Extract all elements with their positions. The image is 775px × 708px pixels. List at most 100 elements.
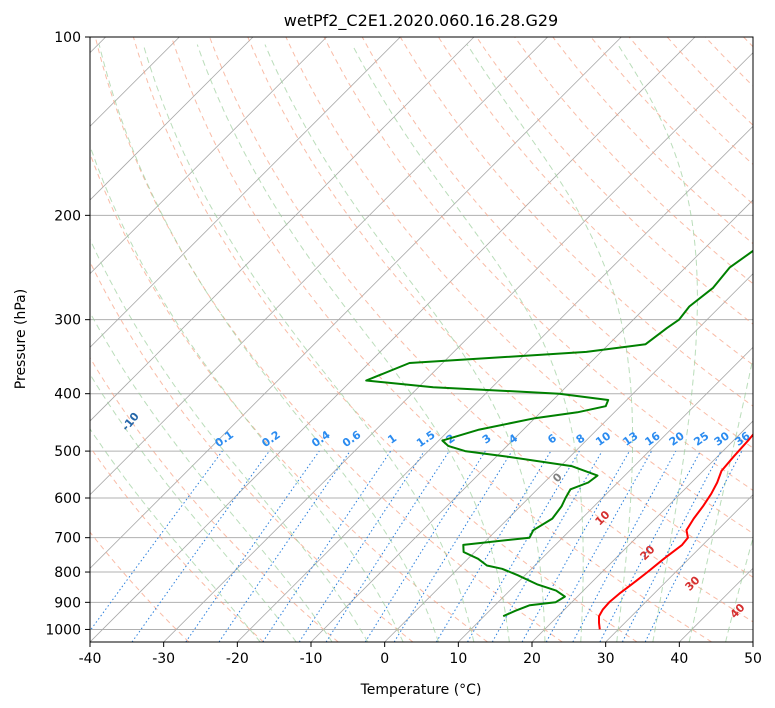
moist-adiabat-line xyxy=(90,238,369,642)
dry-adiabat-line xyxy=(437,37,753,366)
y-tick-label: 400 xyxy=(54,387,81,403)
mixing-ratio-label: 30 xyxy=(712,429,732,449)
moist-adiabat-line xyxy=(351,44,584,642)
x-tick-label: -20 xyxy=(226,651,249,667)
y-tick-label: 900 xyxy=(54,595,81,611)
isotherm-line xyxy=(531,420,753,642)
mixing-ratio-line xyxy=(435,450,552,642)
y-tick-label: 800 xyxy=(54,565,81,581)
x-tick-label: 0 xyxy=(380,651,389,667)
dry-adiabat-line xyxy=(476,37,753,325)
moist-adiabat-line xyxy=(264,44,546,642)
isotherm-line xyxy=(90,37,622,569)
moist-adiabat-line xyxy=(196,44,510,642)
moist-adiabat-line xyxy=(90,311,333,642)
x-axis-title: Temperature (°C) xyxy=(360,682,482,698)
dry-adiabat-line xyxy=(90,531,190,642)
mixing-ratio-label: 0.4 xyxy=(309,428,333,450)
moist-adiabat-line xyxy=(617,44,698,642)
temperature-profile-line xyxy=(598,433,753,630)
dewpoint-profile-line xyxy=(365,249,753,618)
moist-adiabat-line xyxy=(90,373,297,642)
isotherm-line xyxy=(384,273,753,642)
x-tick-label: 50 xyxy=(744,651,762,667)
dry-adiabat-line xyxy=(132,37,638,642)
mixing-ratio-label: 0.6 xyxy=(340,428,364,450)
moist-adiabat-line xyxy=(98,44,440,642)
x-tick-label: 30 xyxy=(597,651,615,667)
y-axis-title: Pressure (hPa) xyxy=(13,289,29,389)
moist-adiabat-line xyxy=(466,44,634,642)
dry-adiabat-line xyxy=(90,260,414,642)
mixing-ratio-label: 3 xyxy=(480,432,494,447)
dry-adiabat-line xyxy=(743,37,753,48)
isotherm-line xyxy=(458,346,753,642)
y-tick-label: 300 xyxy=(54,313,81,329)
isotherm-line xyxy=(163,52,753,642)
dry-adiabat-line xyxy=(323,37,753,491)
isotherm-line xyxy=(90,37,475,422)
isotherm-line xyxy=(90,37,327,275)
x-tick-label: 40 xyxy=(670,651,688,667)
mixing-ratio-label: 10 xyxy=(593,429,613,449)
mixing-ratio-label: 0.2 xyxy=(259,428,282,450)
x-tick-label: 10 xyxy=(449,651,467,667)
x-tick-label: -30 xyxy=(152,651,175,667)
moist-adiabat-label: 20 xyxy=(638,543,658,563)
mixing-ratio-label: 13 xyxy=(621,429,641,448)
mixing-ratio-label: 16 xyxy=(643,429,663,449)
mixing-ratio-label: 8 xyxy=(574,432,588,447)
isotherm-line xyxy=(310,199,753,642)
mixing-ratio-line xyxy=(262,450,392,642)
y-tick-label: 1000 xyxy=(45,622,81,638)
mixing-ratio-line xyxy=(393,450,513,642)
plot-area: -100-90-80-70-60-50-40-30-20-100.10.20.4… xyxy=(90,37,753,642)
dry-adiabat-line xyxy=(247,37,753,578)
moist-adiabat-line xyxy=(90,427,261,642)
isotherm-line xyxy=(237,125,753,642)
dry-adiabat-line xyxy=(590,37,753,205)
moist-adiabat-line xyxy=(688,355,753,642)
dry-adiabat-line xyxy=(704,37,753,87)
isotherm-line xyxy=(605,494,753,642)
plot-frame xyxy=(89,36,754,643)
mixing-ratio-line xyxy=(325,450,450,642)
isotherm-line xyxy=(90,37,254,201)
x-tick-label: -10 xyxy=(300,651,323,667)
dry-adiabat-line xyxy=(171,37,712,642)
mixing-ratio-line xyxy=(185,450,320,642)
mixing-ratio-line xyxy=(298,450,425,642)
dry-adiabat-line xyxy=(90,152,488,642)
isotherm-line xyxy=(679,567,753,642)
dry-adiabat-line xyxy=(90,446,264,642)
moist-adiabat-line xyxy=(725,536,753,642)
axes: -40 -30 -20 -10 0 10 20 30 40 5010020030040050060… xyxy=(45,30,762,667)
y-tick-label: 200 xyxy=(54,208,81,224)
dry-adiabat-line xyxy=(285,37,753,534)
moist-adiabat-label: 40 xyxy=(728,601,748,621)
mixing-ratio-line xyxy=(131,450,270,642)
y-tick-label: 700 xyxy=(54,531,81,547)
moist-adiabat-line xyxy=(90,144,404,642)
mixing-ratio-line xyxy=(218,450,351,642)
dry-adiabat-line xyxy=(399,37,753,407)
y-tick-label: 500 xyxy=(54,444,81,460)
dry-adiabat-line xyxy=(90,356,339,642)
isotherm-line xyxy=(752,641,753,642)
mixing-ratio-label: 0.1 xyxy=(213,428,236,450)
isotherm-line xyxy=(90,37,696,642)
isotherm-line xyxy=(90,37,401,348)
dry-adiabat-line xyxy=(361,37,753,449)
mixing-ratio-line xyxy=(491,450,603,642)
moist-adiabat-label: 0 xyxy=(550,470,565,485)
mixing-ratio-line xyxy=(572,450,677,642)
dry-adiabat-line xyxy=(94,37,563,642)
y-tick-label: 100 xyxy=(54,30,81,46)
mixing-ratio-line xyxy=(521,450,630,642)
moist-adiabat-label: 30 xyxy=(683,573,703,593)
mixing-ratio-line xyxy=(364,450,486,642)
y-tick-label: 600 xyxy=(54,491,81,507)
dry-adiabat-line xyxy=(666,37,753,126)
mixing-ratio-line xyxy=(90,450,223,632)
